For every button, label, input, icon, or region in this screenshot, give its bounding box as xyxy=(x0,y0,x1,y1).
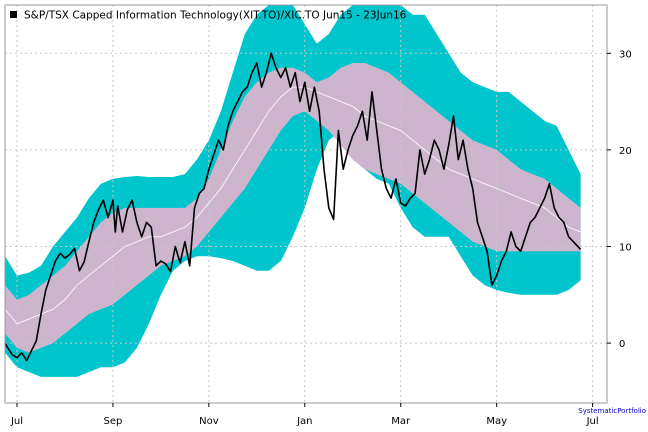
plot-area xyxy=(5,5,607,403)
y-tick-label: 0 xyxy=(619,339,625,350)
middle-band-line xyxy=(5,86,581,325)
x-tick-label: Jul xyxy=(586,416,599,427)
plot-frame xyxy=(4,4,608,404)
y-tick-label: 30 xyxy=(619,49,632,60)
series-lines xyxy=(5,52,582,362)
outer-band xyxy=(5,5,581,377)
x-axis: Jul Sep Nov Jan Mar May Jul xyxy=(10,403,599,427)
gridlines xyxy=(5,5,607,403)
chart-title: S&P/TSX Capped Information Technology(XI… xyxy=(24,10,407,22)
x-tick-label: Jul xyxy=(10,416,23,427)
bollinger-bands xyxy=(5,5,581,377)
x-tick-label: Sep xyxy=(103,416,122,427)
x-tick-label: Mar xyxy=(391,416,411,427)
y-axis: 0 10 20 30 xyxy=(607,49,632,350)
x-tick-label: May xyxy=(486,416,507,427)
inner-band xyxy=(5,63,581,353)
x-tick-label: Jan xyxy=(296,416,312,427)
credit-label: SystematicPortfolio xyxy=(578,407,646,415)
legend: S&P/TSX Capped Information Technology(XI… xyxy=(10,10,407,22)
legend-swatch xyxy=(10,11,17,18)
price-line xyxy=(5,52,582,362)
x-tick-label: Nov xyxy=(199,416,219,427)
y-tick-label: 10 xyxy=(619,243,632,254)
y-tick-label: 20 xyxy=(619,146,632,157)
